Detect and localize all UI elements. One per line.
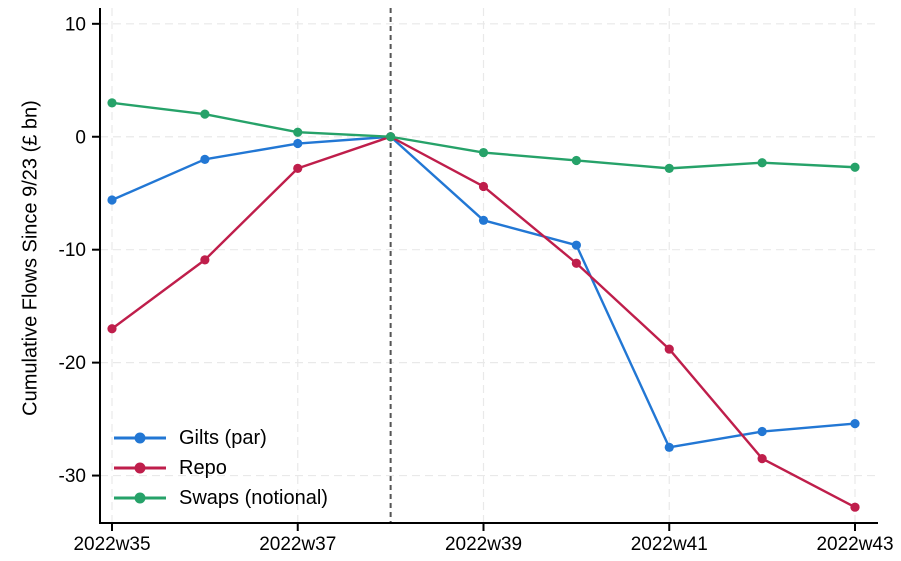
- data-point-swaps-notional: [571, 155, 581, 166]
- x-tick-label: 2022w35: [73, 534, 150, 555]
- x-tick-label: 2022w41: [631, 534, 708, 555]
- legend-dot-icon: [134, 432, 146, 444]
- data-point-swaps-notional: [664, 163, 674, 173]
- legend-dot-icon: [134, 462, 146, 474]
- data-point-repo: [664, 344, 674, 354]
- data-point-repo: [571, 258, 581, 268]
- data-point-swaps-notional: [107, 98, 117, 108]
- data-point-swaps-notional: [386, 132, 396, 142]
- data-point-repo: [107, 324, 117, 334]
- legend-swatch-swaps-notional: [114, 492, 166, 504]
- x-tick-label: 2022w37: [259, 534, 336, 555]
- data-point-gilts-par: [850, 419, 860, 429]
- data-point-repo: [478, 181, 489, 192]
- legend-swatch-repo: [114, 462, 166, 474]
- data-point-swaps-notional: [478, 147, 489, 158]
- legend-item-swaps-notional: Swaps (notional): [114, 483, 328, 513]
- data-point-repo: [757, 454, 767, 464]
- y-tick-label: -30: [59, 466, 86, 487]
- data-point-gilts-par: [200, 154, 210, 164]
- data-point-swaps-notional: [757, 158, 767, 168]
- x-tick-label: 2022w39: [445, 534, 522, 555]
- legend-label: Gilts (par): [179, 427, 267, 449]
- y-tick-label: -20: [59, 353, 86, 374]
- data-point-swaps-notional: [850, 162, 860, 172]
- y-tick-label: -10: [59, 240, 86, 261]
- x-tick-label: 2022w43: [816, 534, 893, 555]
- legend-dot-icon: [134, 492, 146, 504]
- legend-swatch-gilts-par: [114, 432, 166, 444]
- data-point-gilts-par: [478, 215, 489, 225]
- data-point-swaps-notional: [200, 109, 210, 119]
- y-tick-label: 0: [75, 127, 86, 148]
- legend-label: Swaps (notional): [179, 487, 328, 509]
- axis-lines: [99, 8, 878, 524]
- data-point-repo: [200, 255, 210, 265]
- data-point-repo: [850, 502, 860, 512]
- data-point-gilts-par: [757, 426, 767, 437]
- data-point-gilts-par: [571, 240, 581, 250]
- legend-label: Repo: [179, 457, 227, 479]
- legend-item-repo: Repo: [114, 453, 328, 483]
- data-point-swaps-notional: [293, 127, 303, 137]
- legend-item-gilts-par: Gilts (par): [114, 423, 328, 453]
- data-point-gilts-par: [664, 442, 674, 452]
- data-point-gilts-par: [107, 195, 117, 205]
- data-point-repo: [293, 163, 303, 173]
- legend: Gilts (par) Repo Swaps (notional): [114, 423, 328, 513]
- data-point-gilts-par: [293, 138, 303, 149]
- y-tick-label: 10: [65, 14, 86, 35]
